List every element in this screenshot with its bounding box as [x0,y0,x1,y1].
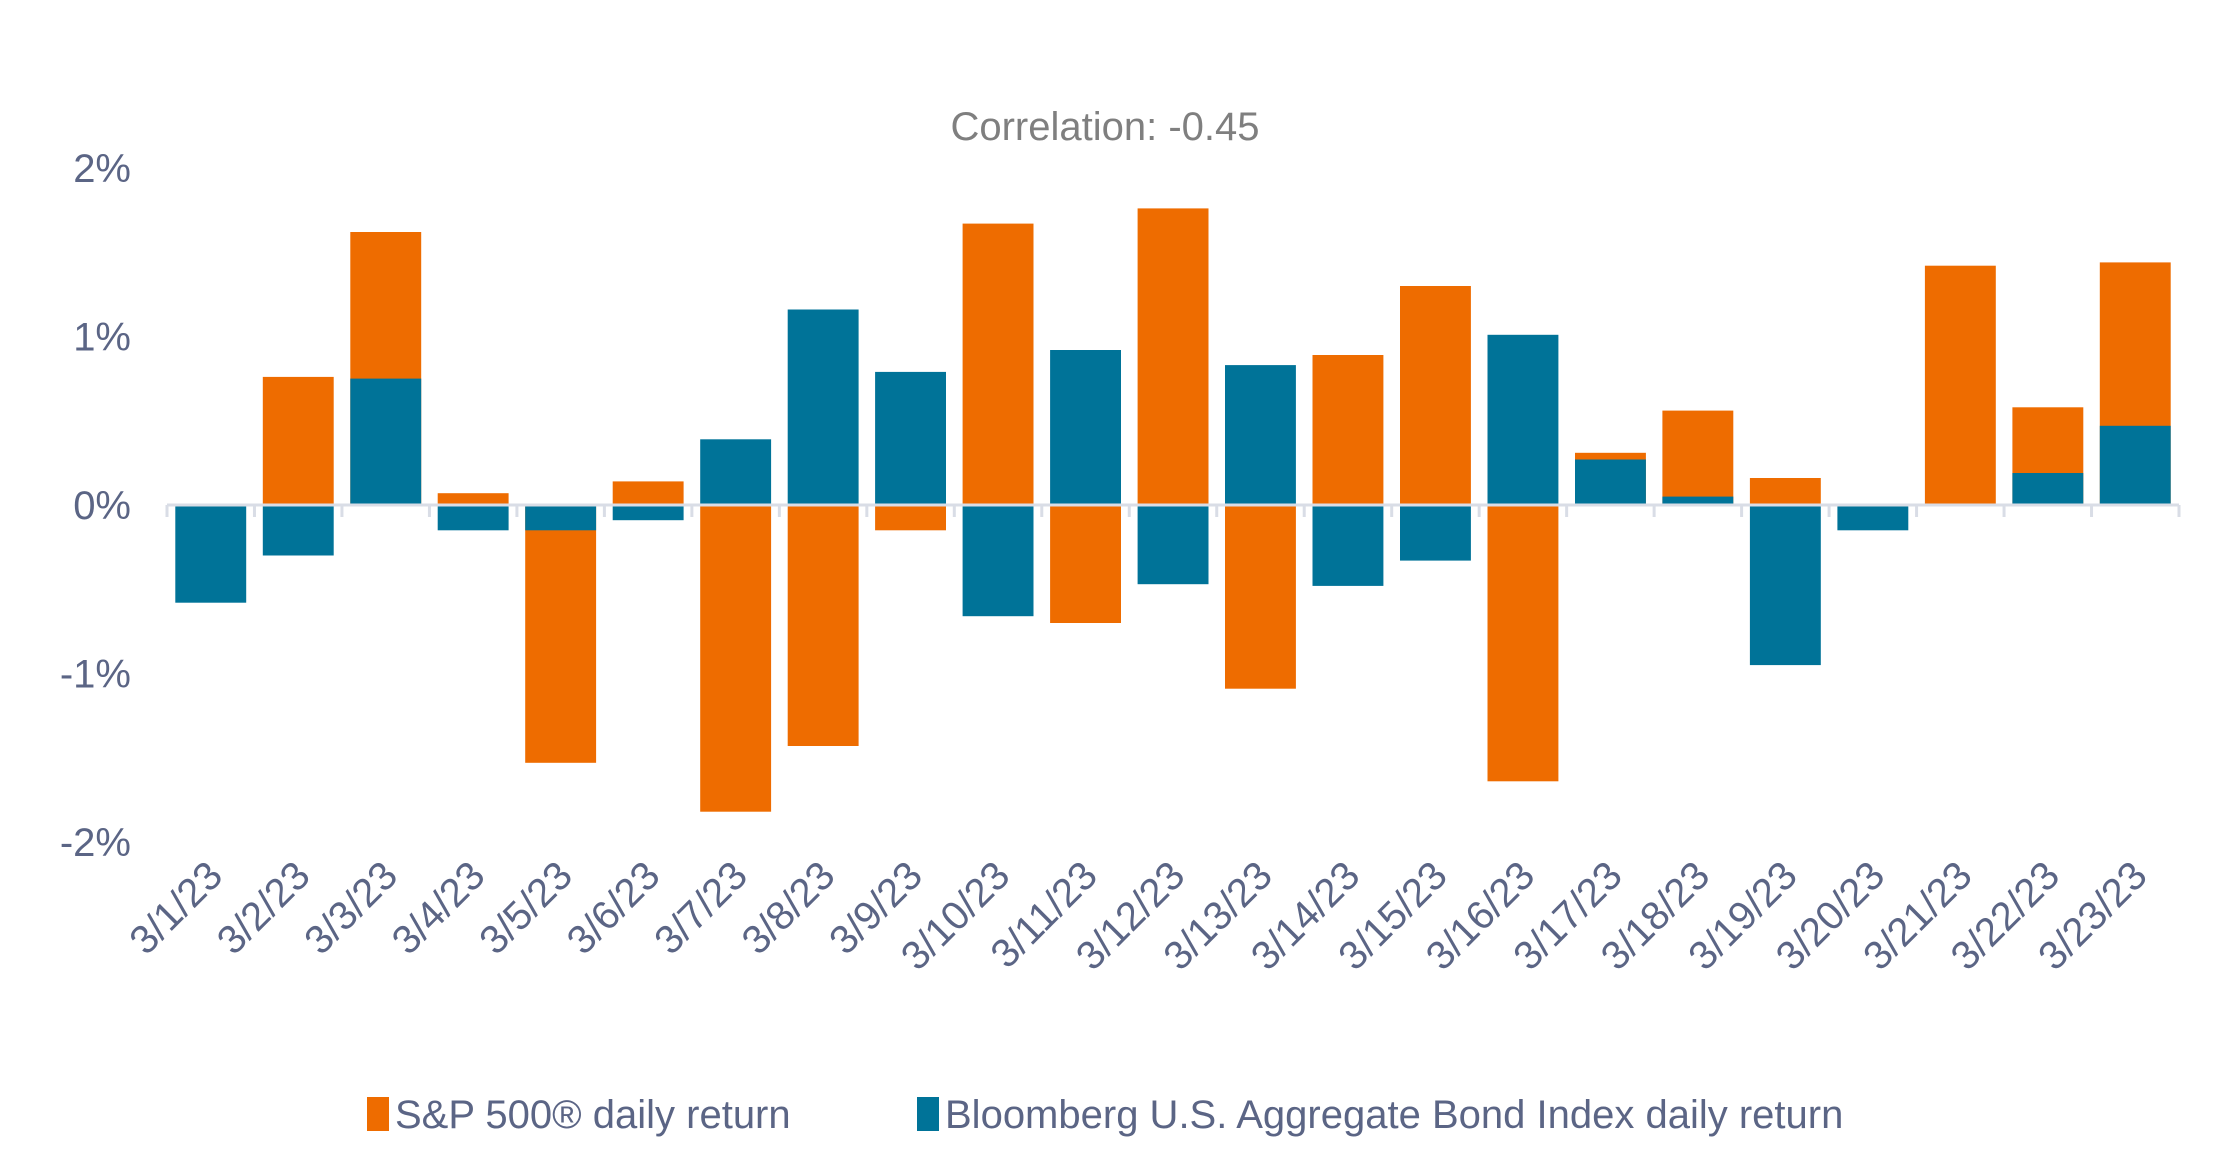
bar-bond-3-10-23 [962,505,1034,617]
bar-sp500-3-6-23 [612,481,684,505]
bar-sp500-3-12-23 [1137,208,1209,505]
x-tick-label: 3/1/23 [121,853,231,963]
bar-bond-3-20-23 [1837,505,1909,531]
chart-title: Correlation: -0.45 [950,105,1259,149]
bar-bond-3-6-23 [612,505,684,521]
y-tick-label: 0% [73,484,131,528]
bar-bond-3-23-23 [2099,425,2171,505]
bars [175,208,2171,812]
x-tick-label: 3/7/23 [646,853,756,963]
y-tick-label: -2% [60,821,131,865]
bar-bond-3-22-23 [2012,473,2084,505]
bar-bond-3-2-23 [262,505,334,556]
bar-bond-3-1-23 [175,505,247,603]
bar-sp500-3-5-23 [525,505,597,763]
y-tick-label: 1% [73,316,131,360]
legend-swatch-sp500 [367,1097,389,1131]
bar-bond-3-4-23 [437,505,509,531]
bar-sp500-3-18-23 [1662,410,1734,505]
bar-sp500-3-16-23 [1487,505,1559,782]
bar-sp500-3-4-23 [437,493,509,505]
bar-sp500-3-15-23 [1400,286,1471,505]
bar-sp500-3-19-23 [1749,478,1821,505]
bar-bond-3-11-23 [1050,350,1121,505]
bar-bond-3-17-23 [1575,459,1646,505]
bar-bond-3-19-23 [1749,505,1821,666]
bar-bond-3-5-23 [525,505,597,531]
bar-bond-3-18-23 [1662,496,1734,505]
bar-bond-3-3-23 [350,378,422,505]
y-axis: 2% 1% 0% -1% -2% [60,147,131,865]
bar-sp500-3-13-23 [1225,505,1296,689]
bar-sp500-3-7-23 [700,505,772,812]
x-tick-label: 3/5/23 [471,853,581,963]
bar-bond-3-9-23 [875,371,946,505]
legend: S&P 500® daily return Bloomberg U.S. Agg… [367,1093,1843,1137]
bar-bond-3-13-23 [1225,365,1296,505]
x-tick-label: 3/3/23 [296,853,406,963]
x-tick-label: 3/4/23 [384,853,494,963]
bar-bond-3-16-23 [1487,334,1559,505]
bar-bond-3-7-23 [700,439,772,505]
bar-bond-3-15-23 [1400,505,1471,561]
bar-sp500-3-21-23 [1924,265,1996,505]
bar-sp500-3-9-23 [875,505,946,531]
x-tick-label: 3/6/23 [559,853,669,963]
legend-label-sp500: S&P 500® daily return [395,1093,791,1137]
bar-bond-3-12-23 [1137,505,1209,585]
bar-sp500-3-14-23 [1312,355,1384,505]
legend-label-bond: Bloomberg U.S. Aggregate Bond Index dail… [945,1093,1843,1137]
y-tick-label: -1% [60,653,131,697]
y-tick-label: 2% [73,147,131,191]
bar-sp500-3-2-23 [262,376,334,505]
bar-sp500-3-8-23 [787,505,859,746]
bar-sp500-3-10-23 [962,223,1034,505]
x-tick-label: 3/2/23 [209,853,319,963]
x-tick-label: 3/8/23 [734,853,844,963]
legend-swatch-bond [917,1097,939,1131]
bar-sp500-3-11-23 [1050,505,1121,623]
bar-bond-3-8-23 [787,309,859,505]
bar-bond-3-14-23 [1312,505,1384,586]
